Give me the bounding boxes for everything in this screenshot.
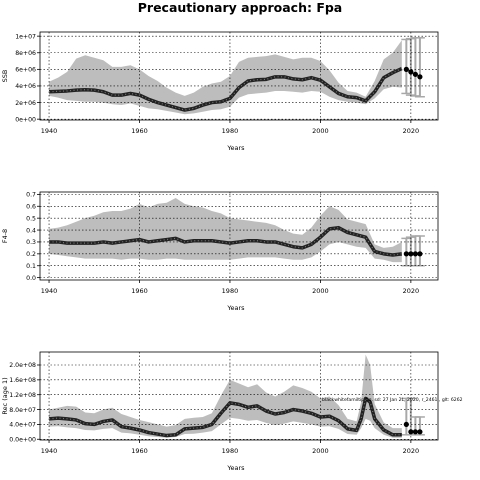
projection-point (403, 251, 409, 257)
median-line (49, 225, 403, 257)
y-tick-label: 8.0e+07 (9, 407, 36, 414)
y-tick-label: 0.3 (26, 239, 36, 246)
x-tick-label: 1960 (131, 447, 148, 455)
x-tick-label: 2020 (403, 127, 420, 135)
y-tick-label: 2.0e+08 (9, 362, 36, 369)
median-line-dots (49, 67, 403, 111)
y-axis-label: SSB (1, 70, 9, 83)
projection-point (403, 66, 409, 72)
x-tick-label: 2000 (312, 287, 329, 295)
confidence-band (49, 40, 402, 115)
y-tick-label: 0.6 (26, 203, 36, 210)
y-tick-label: 0.5 (26, 215, 36, 222)
projection-point (417, 429, 423, 435)
projection-point (417, 251, 423, 257)
y-tick-label: 4.0e+07 (9, 422, 36, 429)
x-tick-label: 2000 (312, 447, 329, 455)
projection-point (412, 251, 418, 257)
x-tick-label: 2000 (312, 127, 329, 135)
page-title: Precautionary approach: Fpa (137, 0, 343, 15)
y-tick-label: 0.1 (26, 263, 36, 270)
f-panel: 1940 1960 1980 2000 2020 0.0 0.1 0.2 0.3 0.4 0.5 0.… (1, 191, 439, 312)
projection-point (408, 69, 414, 75)
projection-point (403, 421, 409, 428)
x-tick-label: 1940 (41, 447, 58, 455)
confidence-band (49, 354, 402, 438)
projection-point (408, 429, 414, 435)
axes-frame (39, 31, 439, 121)
y-tick-label: 1.2e+08 (9, 392, 36, 399)
projection-point (412, 71, 418, 77)
x-tick-label: 2020 (403, 447, 420, 455)
x-tick-label: 1940 (41, 287, 58, 295)
y-tick-label: 0e+00 (15, 116, 36, 123)
y-axis-label: F4-8 (1, 229, 9, 243)
y-axis-label: Rec (age 1) (1, 377, 9, 414)
x-axis-label: Years (226, 464, 245, 472)
x-tick-label: 1940 (41, 127, 58, 135)
projection-point (412, 429, 418, 435)
recruitment-panel: 1940 1960 1980 2000 2020 0.0e+00 4.0e+07 8.0e+0… (1, 351, 463, 472)
axes-frame (39, 191, 439, 281)
y-tick-label: 0.4 (26, 227, 36, 234)
ssb-panel: 1940 1960 1980 2000 2020 0e+00 2e+06 4e+06 6e+06… (1, 31, 439, 152)
x-tick-label: 1980 (222, 127, 239, 135)
y-tick-label: 0.0 (26, 275, 36, 282)
x-tick-label: 1960 (131, 127, 148, 135)
x-axis-label: Years (226, 144, 245, 152)
y-tick-label: 6e+06 (15, 67, 36, 74)
confidence-band (49, 197, 402, 263)
y-tick-label: 0.0e+00 (9, 436, 36, 443)
x-tick-label: 2020 (403, 287, 420, 295)
y-tick-label: 0.2 (26, 251, 36, 258)
x-tick-label: 1980 (222, 287, 239, 295)
x-axis-label: Years (226, 304, 245, 312)
y-tick-label: 1e+07 (15, 33, 36, 40)
y-tick-label: 0.7 (26, 192, 36, 199)
projection-point (408, 251, 414, 257)
y-tick-label: 4e+06 (15, 83, 36, 90)
median-line-dots (48, 397, 402, 437)
x-tick-label: 1960 (131, 287, 148, 295)
y-tick-label: 8e+06 (15, 50, 36, 57)
axes-frame (39, 351, 439, 441)
y-tick-label: 2e+06 (15, 100, 36, 107)
projection-point (417, 74, 423, 80)
x-tick-label: 1980 (222, 447, 239, 455)
annotation-text: blackwhitefamiltip.fig. sd: 27 Jan 2L, 2… (322, 397, 463, 403)
y-tick-label: 1.6e+08 (9, 377, 36, 384)
